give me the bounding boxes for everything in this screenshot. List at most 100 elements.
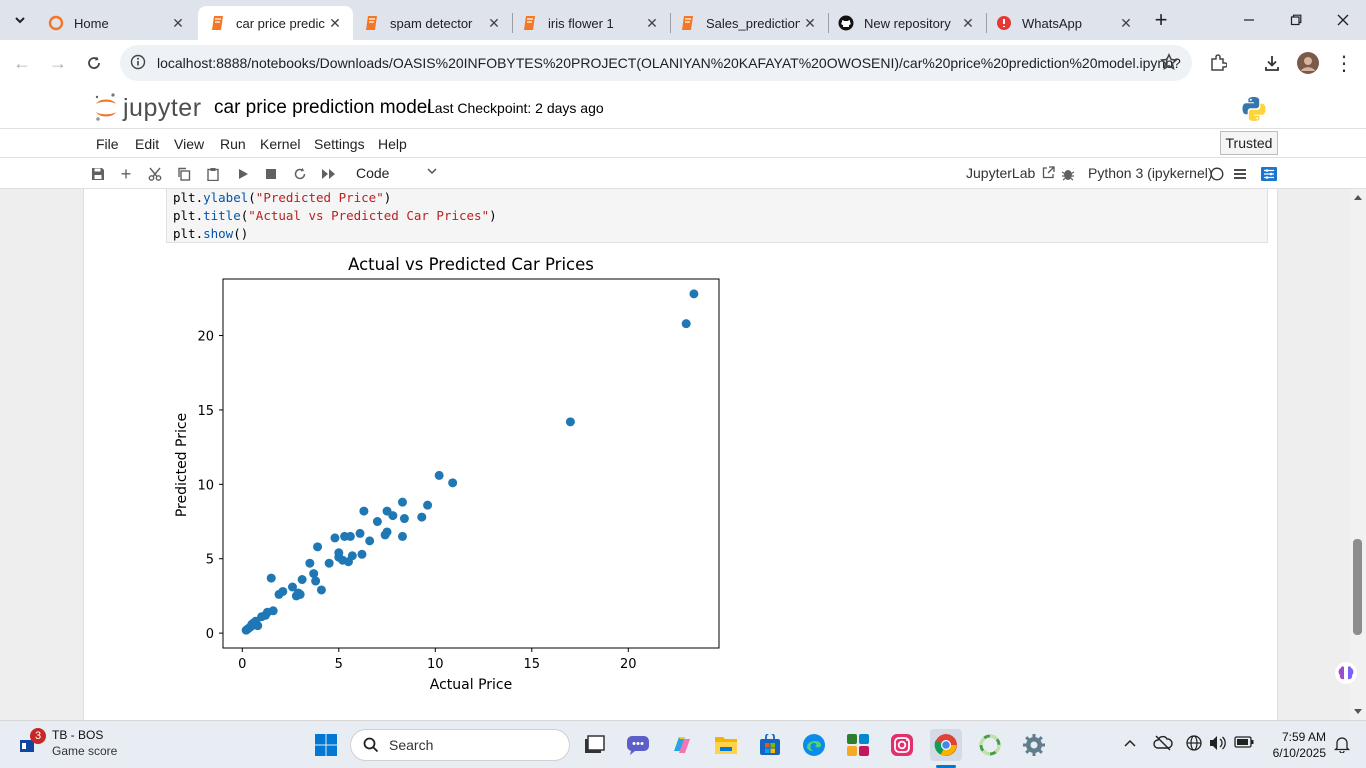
close-tab-icon[interactable]: ✕	[488, 14, 500, 31]
task-view-icon[interactable]	[578, 729, 610, 761]
x-axis-label: Actual Price	[430, 677, 512, 693]
close-window-icon[interactable]	[1320, 6, 1366, 34]
scrollbar-thumb[interactable]	[1353, 539, 1362, 635]
address-bar[interactable]: localhost:8888/notebooks/Downloads/OASIS…	[120, 45, 1192, 81]
kernel-name[interactable]: Python 3 (ipykernel)	[1088, 165, 1213, 181]
instagram-icon[interactable]	[886, 729, 918, 761]
language-globe-icon[interactable]	[1186, 735, 1202, 755]
tab-home[interactable]: Home ✕	[36, 6, 196, 40]
y-axis-ticks: 0 5 10 15 20	[197, 330, 223, 642]
windows-start-icon[interactable]	[310, 729, 342, 761]
profile-avatar[interactable]	[1294, 49, 1322, 77]
reload-icon[interactable]	[80, 49, 108, 77]
gallery-apps-icon[interactable]	[842, 729, 874, 761]
notification-bell-icon[interactable]	[1333, 735, 1351, 757]
tab-spam-detector[interactable]: spam detector ✕	[352, 6, 512, 40]
chat-icon[interactable]	[622, 729, 654, 761]
ring-app-icon[interactable]	[974, 729, 1006, 761]
tab-sales-prediction[interactable]: Sales_prediction ✕	[668, 6, 828, 40]
paste-icon[interactable]	[204, 165, 222, 183]
restore-icon[interactable]	[1273, 6, 1319, 34]
notebook-title[interactable]: car price prediction model	[214, 97, 432, 118]
menu-edit[interactable]: Edit	[135, 136, 160, 152]
file-explorer-icon[interactable]	[710, 729, 742, 761]
y-tick-label: 5	[206, 553, 214, 568]
add-cell-icon[interactable]: +	[120, 163, 132, 184]
chevron-down-icon[interactable]	[426, 165, 438, 180]
notebook-toolbar: + Code JupyterLab Python 3 (ipykernel)	[0, 158, 1366, 189]
edge-browser-icon[interactable]	[798, 729, 830, 761]
jupyterlab-link[interactable]: JupyterLab	[966, 165, 1055, 181]
microsoft-store-icon[interactable]	[754, 729, 786, 761]
battery-icon[interactable]	[1234, 735, 1254, 752]
x-tick-label: 5	[335, 657, 343, 672]
extensions-puzzle-icon[interactable]	[1204, 49, 1232, 77]
copilot-brain-icon[interactable]	[1334, 661, 1358, 690]
close-tab-icon[interactable]: ✕	[962, 14, 974, 31]
copilot-icon[interactable]	[666, 729, 698, 761]
cloud-offline-icon[interactable]	[1153, 735, 1173, 755]
search-icon	[363, 737, 379, 753]
close-tab-icon[interactable]: ✕	[1120, 14, 1132, 31]
jupyter-logo[interactable]: jupyter	[93, 92, 202, 124]
close-tab-icon[interactable]: ✕	[646, 14, 658, 31]
download-icon[interactable]	[1258, 49, 1286, 77]
tab-car-price[interactable]: car price predict ✕	[198, 6, 353, 40]
vertical-scrollbar[interactable]	[1350, 189, 1366, 720]
menu-kernel[interactable]: Kernel	[260, 136, 301, 152]
save-icon[interactable]	[89, 165, 107, 183]
news-widget[interactable]: 3 TB - BOS Game score	[16, 727, 117, 759]
scatter-point	[347, 551, 357, 561]
show-hidden-icons-chevron-icon[interactable]	[1123, 735, 1137, 752]
bookmark-star-icon[interactable]	[1160, 53, 1178, 76]
forward-arrow-icon[interactable]: →	[49, 52, 67, 73]
new-tab-button[interactable]: +	[1154, 7, 1168, 32]
x-tick-label: 20	[620, 657, 637, 672]
jupyter-orange-ring-icon	[48, 15, 64, 31]
scatter-points	[241, 289, 699, 635]
minimize-icon[interactable]	[1226, 6, 1272, 34]
external-link-icon	[1043, 166, 1055, 179]
taskbar-search[interactable]: Search	[350, 729, 570, 761]
tab-separator	[828, 13, 829, 33]
property-inspector-icon[interactable]	[1260, 165, 1278, 183]
stop-icon[interactable]	[262, 165, 280, 183]
close-tab-icon[interactable]: ✕	[172, 14, 184, 31]
hamburger-menu-icon[interactable]	[1231, 165, 1249, 183]
tab-search-chevron-icon[interactable]	[0, 6, 40, 34]
code-cell[interactable]: plt.ylabel("Predicted Price") plt.title(…	[166, 189, 1268, 243]
tab-separator	[986, 13, 987, 33]
restart-icon[interactable]	[291, 165, 309, 183]
scroll-up-arrow-icon[interactable]	[1353, 193, 1363, 201]
settings-gear-icon[interactable]	[1018, 729, 1050, 761]
scatter-point	[448, 478, 458, 488]
close-tab-icon[interactable]: ✕	[329, 14, 341, 31]
back-arrow-icon[interactable]: ←	[13, 52, 31, 73]
site-info-icon[interactable]	[130, 54, 146, 75]
fast-forward-icon[interactable]	[320, 165, 338, 183]
trusted-indicator[interactable]: Trusted	[1220, 131, 1278, 155]
debugger-bug-icon[interactable]	[1059, 165, 1077, 183]
volume-icon[interactable]	[1209, 735, 1227, 755]
run-icon[interactable]	[234, 165, 252, 183]
scatter-point	[334, 548, 344, 558]
system-clock[interactable]: 7:59 AM 6/10/2025	[1262, 729, 1326, 761]
kernel-idle-circle-icon	[1208, 165, 1226, 183]
code-line: plt.title("Actual vs Predicted Car Price…	[173, 208, 497, 223]
cut-icon[interactable]	[146, 165, 164, 183]
close-tab-icon[interactable]: ✕	[804, 14, 816, 31]
jupyter-logo-icon	[95, 93, 116, 121]
chrome-browser-icon[interactable]	[930, 729, 962, 761]
menu-view[interactable]: View	[174, 136, 205, 152]
cell-type-select[interactable]: Code	[356, 165, 390, 181]
menu-settings[interactable]: Settings	[314, 136, 365, 152]
copy-icon[interactable]	[175, 165, 193, 183]
tab-iris-flower[interactable]: iris flower 1 ✕	[510, 6, 670, 40]
tab-new-repository[interactable]: New repository ✕	[826, 6, 986, 40]
chrome-menu-icon[interactable]: ⋮	[1334, 52, 1354, 75]
menu-help[interactable]: Help	[378, 136, 407, 152]
menu-file[interactable]: File	[96, 136, 119, 152]
menu-run[interactable]: Run	[220, 136, 246, 152]
tab-whatsapp[interactable]: WhatsApp ✕	[984, 6, 1144, 40]
scroll-down-arrow-icon[interactable]	[1353, 708, 1363, 716]
